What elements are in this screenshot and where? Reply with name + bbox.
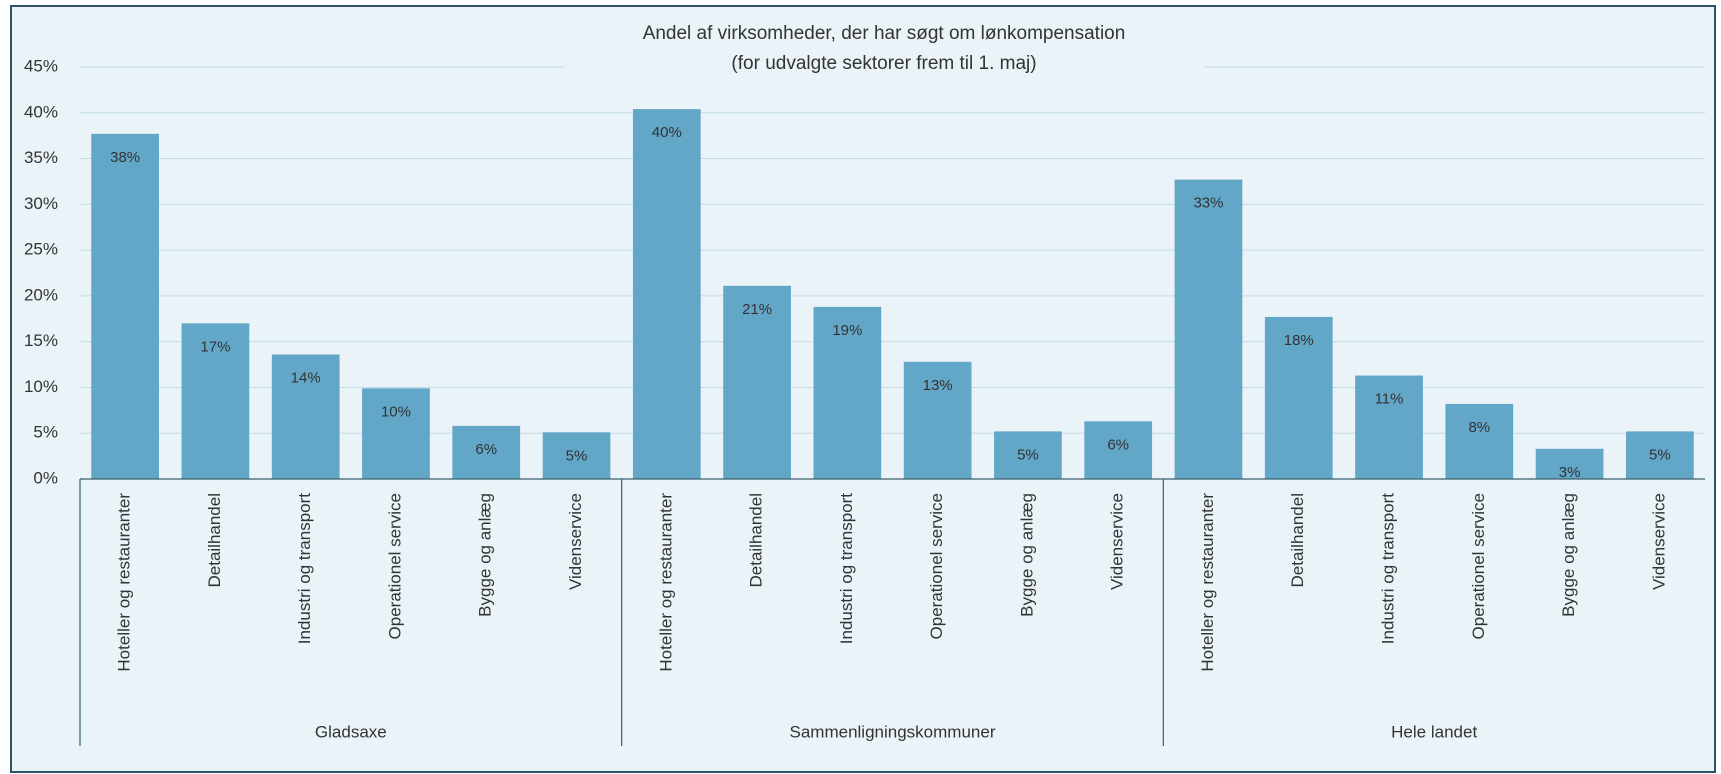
- bar: [542, 432, 611, 479]
- bar: [903, 361, 972, 479]
- value-label: 3%: [1559, 464, 1581, 481]
- y-tick-label: 15%: [24, 331, 58, 350]
- value-label: 8%: [1468, 419, 1490, 436]
- value-label: 5%: [1649, 446, 1671, 463]
- value-label: 17%: [200, 338, 230, 355]
- value-label: 6%: [475, 441, 497, 458]
- value-label: 5%: [566, 447, 588, 464]
- bar: [1174, 179, 1243, 479]
- bar: [1535, 448, 1604, 479]
- value-label: 40%: [652, 124, 682, 141]
- bar: [994, 431, 1062, 479]
- value-label: 38%: [110, 149, 140, 166]
- x-tick-label: Operationel service: [927, 493, 946, 639]
- x-tick-label: Detailhandel: [1288, 493, 1307, 588]
- bar: [271, 354, 340, 479]
- value-label: 19%: [832, 322, 862, 339]
- bar: [91, 133, 159, 479]
- group-label: Gladsaxe: [315, 722, 387, 741]
- y-tick-label: 5%: [33, 423, 58, 442]
- bar: [723, 285, 791, 479]
- value-label: 5%: [1017, 446, 1039, 463]
- chart-title: Andel af virksomheder, der har søgt om l…: [643, 23, 1126, 44]
- value-label: 18%: [1284, 332, 1314, 349]
- x-tick-label: Bygge og anlæg: [476, 493, 495, 617]
- y-tick-label: 30%: [24, 194, 58, 213]
- x-tick-label: Industri og transport: [1379, 493, 1398, 644]
- x-tick-label: Industri og transport: [837, 493, 856, 644]
- x-tick-label: Videnservice: [1649, 493, 1668, 590]
- y-tick-label: 35%: [24, 148, 58, 167]
- bar: [632, 109, 701, 480]
- x-tick-label: Hoteller og restauranter: [656, 493, 675, 672]
- value-label: 33%: [1193, 195, 1223, 212]
- bar: [1445, 403, 1514, 479]
- bar: [1084, 421, 1153, 479]
- y-tick-label: 25%: [24, 240, 58, 259]
- x-tick-label: Operationel service: [385, 493, 404, 639]
- value-label: 10%: [381, 403, 411, 420]
- bar: [452, 425, 521, 479]
- group-label: Sammenligningskommuner: [790, 722, 996, 741]
- y-tick-label: 45%: [24, 56, 58, 75]
- x-tick-label: Videnservice: [566, 493, 585, 590]
- bar: [362, 388, 430, 479]
- y-tick-label: 20%: [24, 285, 58, 304]
- x-tick-label: Detailhandel: [205, 493, 224, 588]
- x-tick-label: Industri og transport: [295, 493, 314, 644]
- value-label: 14%: [291, 369, 321, 386]
- x-tick-label: Videnservice: [1108, 493, 1127, 590]
- y-tick-label: 40%: [24, 102, 58, 121]
- bar: [813, 306, 882, 479]
- bar: [1355, 375, 1423, 479]
- value-label: 11%: [1375, 391, 1404, 408]
- x-tick-label: Hoteller og restauranter: [1198, 493, 1217, 672]
- bar: [181, 323, 250, 479]
- title-backdrop: [565, 14, 1204, 82]
- x-tick-label: Hoteller og restauranter: [115, 493, 134, 672]
- value-label: 13%: [923, 377, 953, 394]
- bar: [1626, 431, 1694, 479]
- value-label: 21%: [742, 301, 772, 318]
- x-tick-label: Detailhandel: [747, 493, 766, 588]
- group-label: Hele landet: [1391, 722, 1477, 741]
- chart-subtitle: (for udvalgte sektorer frem til 1. maj): [731, 53, 1036, 74]
- value-label: 6%: [1107, 436, 1129, 453]
- y-tick-label: 0%: [33, 468, 58, 487]
- x-tick-label: Operationel service: [1469, 493, 1488, 639]
- y-tick-label: 10%: [24, 377, 58, 396]
- x-tick-label: Bygge og anlæg: [1017, 493, 1036, 617]
- x-tick-label: Bygge og anlæg: [1559, 493, 1578, 617]
- bar: [1264, 316, 1333, 479]
